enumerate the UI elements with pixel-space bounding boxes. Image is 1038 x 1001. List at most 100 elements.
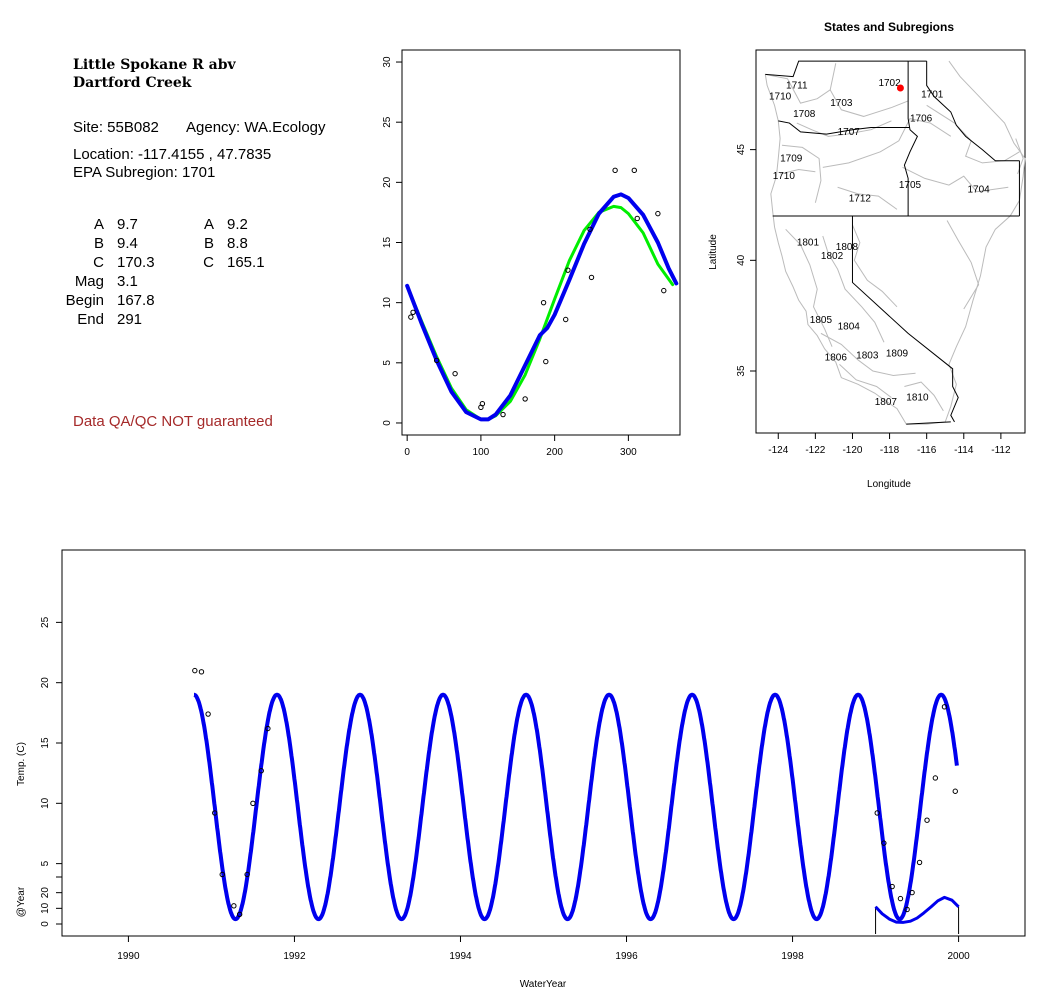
y-tick-label: 5 bbox=[382, 360, 393, 366]
param-label: A bbox=[93, 216, 104, 233]
subregion-boundary bbox=[837, 186, 898, 210]
data-point bbox=[250, 800, 256, 807]
y-tick-label: 0 bbox=[382, 420, 393, 426]
data-point bbox=[941, 704, 948, 710]
data-point bbox=[212, 810, 218, 816]
region-label: 1810 bbox=[906, 393, 929, 404]
param-row: C 165.1 bbox=[170, 254, 264, 272]
data-point bbox=[634, 215, 640, 222]
data-point bbox=[433, 357, 440, 364]
y-tick-label: 15 bbox=[40, 737, 51, 749]
timeseries-lower-y-axis-label: @Year bbox=[16, 886, 27, 917]
data-point bbox=[198, 669, 205, 675]
subregion-boundary bbox=[839, 364, 892, 398]
param-label: Begin bbox=[65, 292, 104, 309]
param-label: C bbox=[93, 254, 104, 271]
param-value: 9.2 bbox=[227, 216, 248, 233]
subregion-boundary bbox=[829, 89, 909, 117]
data-point bbox=[881, 840, 887, 846]
data-point bbox=[265, 725, 271, 732]
timeseries-x-axis-label: WaterYear bbox=[520, 979, 567, 990]
param-value: 291 bbox=[117, 311, 143, 328]
data-point bbox=[655, 210, 661, 217]
data-point bbox=[631, 167, 637, 174]
y-tick-label: 10 bbox=[40, 797, 51, 809]
subregion-boundary bbox=[904, 381, 944, 412]
seasonal-fit-chart: 0 100 200 300 0 5 10 15 20 25 30 bbox=[382, 49, 681, 458]
timeseries-chart: 1990 1992 1994 1996 1998 2000 5 10 15 20 25 0 10 20 W… bbox=[16, 549, 1026, 990]
region-label: 1706 bbox=[910, 114, 933, 125]
blue-fit-line bbox=[405, 192, 679, 422]
region-label: 1808 bbox=[836, 242, 859, 253]
lower-y-tick-label: 0 bbox=[40, 921, 51, 927]
param-label: End bbox=[77, 311, 104, 328]
data-point bbox=[219, 871, 225, 878]
x-tick-label: -122 bbox=[805, 445, 825, 456]
region-label: 1802 bbox=[821, 251, 844, 262]
subregion-boundary bbox=[822, 235, 885, 343]
subregion-boundary bbox=[946, 220, 980, 310]
region-label: 1803 bbox=[856, 351, 879, 362]
subregion-boundary bbox=[820, 332, 916, 376]
region-label: 1704 bbox=[967, 184, 990, 195]
x-tick-label: 1990 bbox=[117, 951, 140, 962]
subregion-boundary bbox=[852, 224, 898, 308]
param-label: Mag bbox=[74, 273, 104, 290]
y-tick-label: 5 bbox=[40, 860, 51, 866]
subregion-boundary bbox=[765, 63, 837, 104]
x-tick-label: 1994 bbox=[449, 951, 472, 962]
subregion-boundary bbox=[780, 169, 816, 175]
region-label: 1702 bbox=[878, 78, 901, 89]
x-tick-label: -120 bbox=[842, 445, 862, 456]
subregion-map: States and Subregions -124 -122 -120 -118 -1… bbox=[708, 20, 1026, 490]
data-point bbox=[410, 309, 416, 315]
lower-y-tick-label: 20 bbox=[40, 887, 51, 899]
region-label: 1801 bbox=[797, 238, 820, 249]
state-boundary bbox=[765, 60, 909, 78]
site-name-line-1: Little Spokane R abv bbox=[73, 57, 236, 73]
x-tick-label: -116 bbox=[917, 445, 937, 456]
subregion-boundary bbox=[926, 104, 1020, 164]
region-label: 1809 bbox=[886, 348, 909, 359]
lower-y-tick-label: 10 bbox=[40, 902, 51, 914]
x-tick-label: -114 bbox=[954, 445, 974, 456]
param-value: 3.1 bbox=[117, 273, 138, 290]
data-point bbox=[205, 711, 211, 717]
data-point bbox=[258, 768, 264, 774]
subregion-boundary bbox=[902, 166, 1009, 193]
subregion-boundary bbox=[781, 144, 822, 203]
param-label: A bbox=[203, 216, 214, 233]
state-boundary bbox=[906, 421, 951, 425]
region-outline bbox=[764, 60, 1026, 425]
map-frame bbox=[755, 49, 1026, 434]
qa-disclaimer: Data QA/QC NOT guaranteed bbox=[73, 413, 273, 430]
param-value: 9.7 bbox=[117, 216, 138, 233]
x-tick-label: -124 bbox=[768, 445, 788, 456]
region-label: 1711 bbox=[786, 80, 808, 91]
data-point bbox=[500, 411, 506, 418]
data-point bbox=[231, 903, 237, 909]
state-boundary bbox=[903, 61, 919, 217]
x-tick-label: 1992 bbox=[283, 951, 306, 962]
data-point bbox=[192, 667, 198, 674]
region-label: 1804 bbox=[838, 322, 861, 333]
param-row: C 170.3 bbox=[60, 254, 155, 272]
x-tick-label: 100 bbox=[473, 447, 490, 458]
region-label: 1701 bbox=[921, 89, 944, 100]
subregion-boundary bbox=[785, 228, 833, 347]
x-tick-label: 2000 bbox=[947, 951, 970, 962]
state-boundary bbox=[778, 120, 910, 135]
param-label: B bbox=[203, 235, 214, 252]
param-row: A 9.2 bbox=[170, 216, 248, 234]
data-point bbox=[543, 358, 549, 365]
data-point bbox=[897, 895, 904, 902]
region-label: 1705 bbox=[899, 180, 922, 191]
data-point bbox=[909, 889, 915, 896]
y-tick-label: 20 bbox=[40, 677, 51, 689]
site-title: Little Spokane R abv Dartford Creek bbox=[73, 56, 236, 92]
param-value: 170.3 bbox=[117, 254, 155, 271]
data-point bbox=[522, 396, 528, 402]
site-label: Site: 55B082 bbox=[73, 119, 159, 136]
param-label: B bbox=[93, 235, 104, 252]
data-point bbox=[924, 817, 930, 823]
